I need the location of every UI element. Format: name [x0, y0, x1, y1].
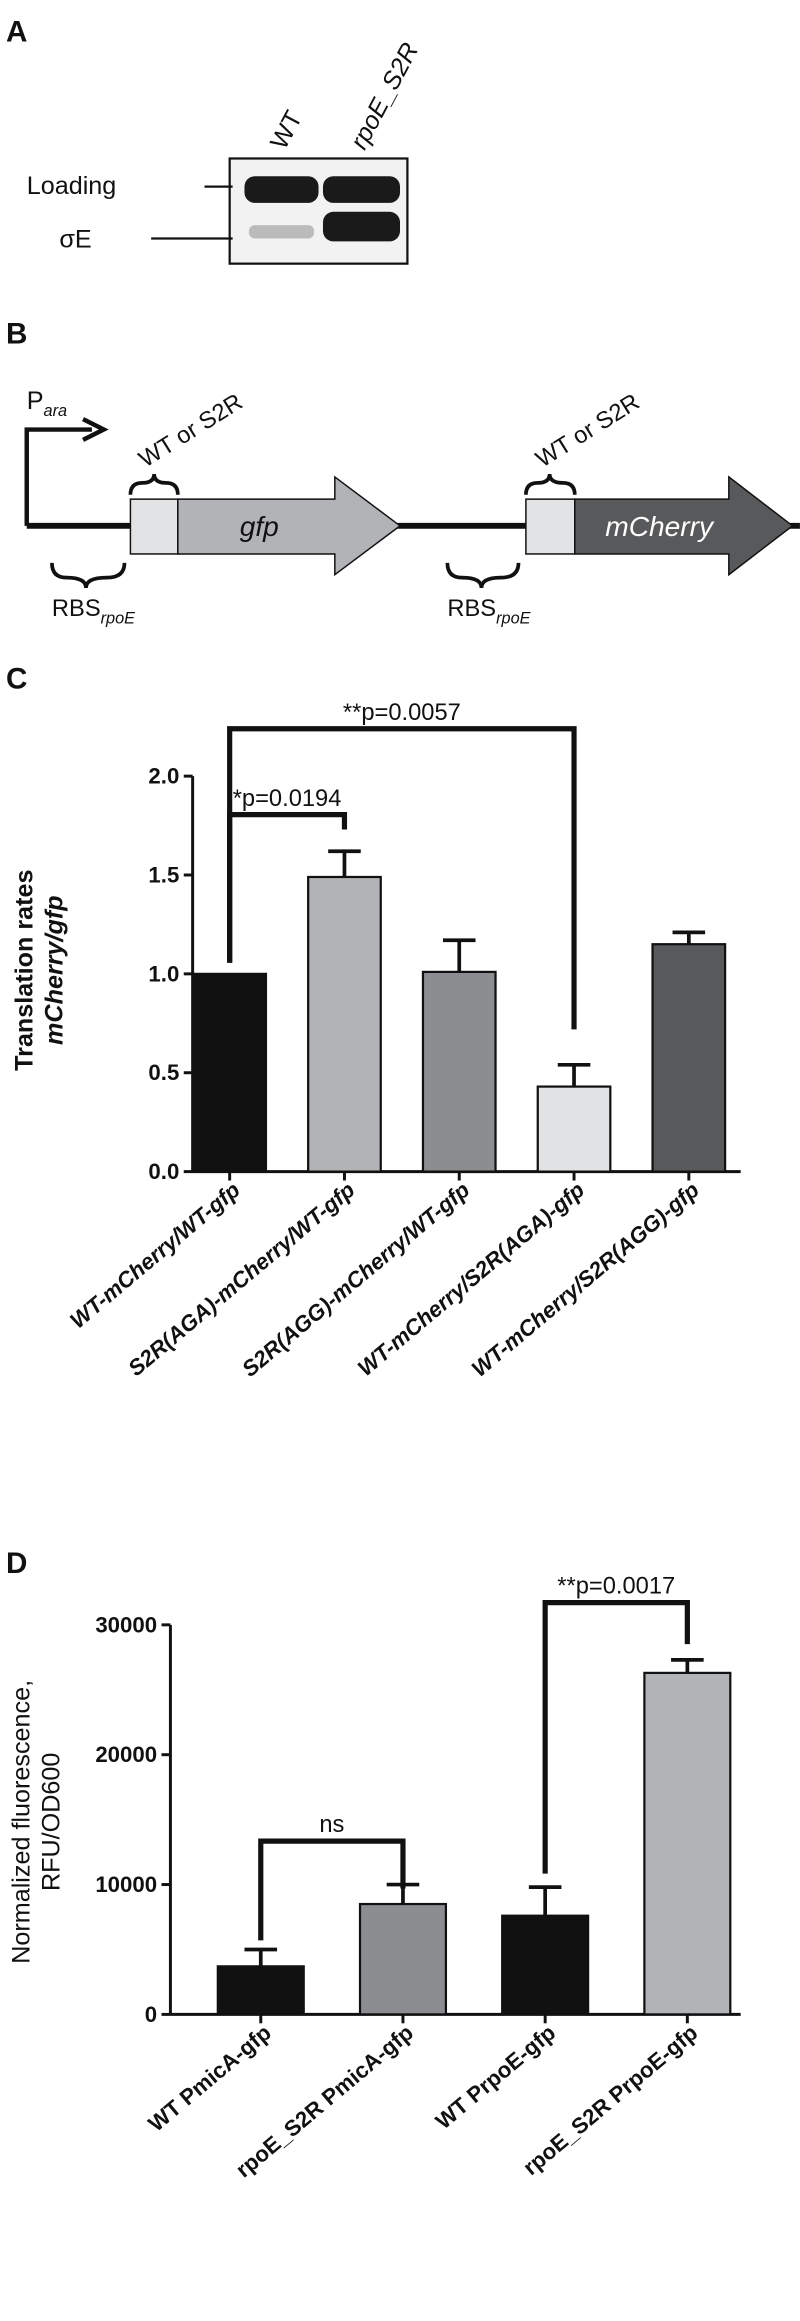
x-tick-label: WT PmicA-gfp — [144, 2020, 276, 2137]
x-tick-label: WT-mCherry/S2R(AGG)-gfp — [467, 1177, 704, 1382]
y-tick-label: 10000 — [95, 1872, 157, 1897]
gene-label: mCherry — [605, 511, 715, 542]
site-box — [525, 498, 576, 555]
rbs-sub: rpoE — [496, 610, 532, 628]
promoter-arrow-head — [82, 417, 109, 442]
site-box — [129, 498, 179, 555]
y-axis-label: Normalized fluorescence,RFU/OD600 — [8, 1680, 66, 1964]
promoter-sub: ara — [44, 402, 68, 420]
significance-label: *p=0.0194 — [233, 786, 342, 812]
gene-arrow — [177, 475, 402, 577]
significance-bracket — [227, 726, 577, 1030]
y-axis-label: Translation ratesmCherry/gfp — [11, 870, 69, 1071]
rbs-label: RBSrpoE — [447, 596, 531, 627]
error-bar — [328, 849, 361, 877]
gene-arrow — [574, 475, 794, 577]
gene-label: gfp — [240, 511, 279, 542]
bar — [536, 1085, 612, 1173]
y-tick-label: 0.0 — [148, 1159, 179, 1184]
y-tick-label: 0 — [145, 2002, 157, 2027]
significance-label: **p=0.0057 — [343, 700, 461, 726]
brace — [128, 473, 180, 495]
bar — [421, 970, 497, 1173]
band — [248, 225, 315, 239]
significance-bracket — [542, 1600, 690, 1874]
bar — [643, 1671, 732, 2016]
panel-label: C — [6, 663, 27, 696]
y-tick-label: 30000 — [95, 1612, 157, 1637]
rbs: RBS — [52, 596, 101, 622]
brace — [445, 562, 521, 589]
site-label: WT or S2R — [135, 389, 248, 473]
y-axis-label-line: Translation rates — [11, 870, 39, 1071]
error-bar — [557, 1062, 591, 1087]
y-axis-label-line: RFU/OD600 — [37, 1753, 65, 1891]
band-label: σE — [59, 225, 91, 253]
panel-label: D — [6, 1547, 27, 1580]
error-bar — [528, 1885, 562, 1916]
error-bar — [671, 1658, 704, 1673]
brace — [524, 473, 577, 495]
y-tick-label: 0.5 — [148, 1060, 179, 1085]
lane-label: WT — [265, 106, 308, 154]
bar — [216, 1965, 305, 2016]
panel-label: A — [6, 15, 27, 48]
promoter-label: Para — [27, 387, 67, 420]
band — [322, 211, 400, 242]
blot — [228, 157, 409, 265]
promoter-arrow — [24, 427, 92, 526]
band — [244, 176, 319, 203]
x-tick-label: S2R(AGA)-mCherry/WT-gfp — [123, 1177, 359, 1381]
error-bar — [244, 1947, 278, 1967]
x-tick-label: S2R(AGG)-mCherry/WT-gfp — [237, 1177, 474, 1382]
rbs-label: RBSrpoE — [52, 596, 136, 627]
band — [322, 176, 400, 203]
promoter: P — [27, 387, 44, 415]
significance-bracket — [258, 1838, 406, 1941]
brace — [50, 562, 127, 589]
panel-label: B — [6, 318, 27, 351]
x-tick-label: WT PrpoE-gfp — [431, 2020, 560, 2134]
y-axis-label-line: mCherry/gfp — [40, 895, 68, 1045]
rbs: RBS — [447, 596, 496, 622]
y-tick-label: 1.0 — [148, 961, 179, 986]
bar — [192, 972, 268, 1173]
error-bar — [442, 938, 476, 972]
rbs-sub: rpoE — [101, 610, 137, 628]
y-tick-label: 20000 — [95, 1742, 157, 1767]
bar — [358, 1902, 448, 2016]
significance-label: **p=0.0017 — [557, 1574, 675, 1600]
bar — [501, 1914, 590, 2016]
significance-label: ns — [319, 1812, 344, 1838]
error-bar — [672, 930, 706, 945]
bar — [651, 943, 727, 1173]
band-label: Loading — [27, 172, 117, 200]
y-tick-label: 2.0 — [148, 764, 179, 789]
site-label: WT or S2R — [532, 389, 645, 473]
lane-label: rpoE_S2R — [345, 38, 424, 154]
y-tick-label: 1.5 — [148, 862, 179, 887]
x-tick-label: WT-mCherry/S2R(AGA)-gfp — [353, 1177, 589, 1381]
bar — [307, 875, 382, 1173]
y-axis-label-line: Normalized fluorescence, — [8, 1680, 36, 1964]
